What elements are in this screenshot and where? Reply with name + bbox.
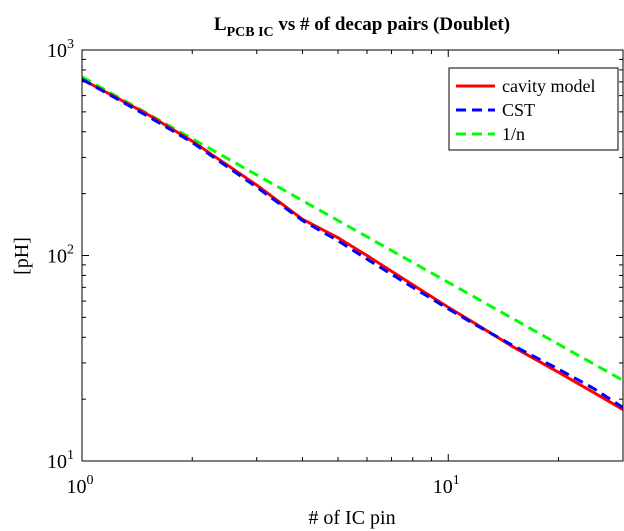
- y-tick-label-base: 10: [47, 246, 67, 268]
- legend: cavity model CST 1/n: [448, 67, 619, 151]
- y-tick-label-base: 10: [47, 40, 67, 62]
- x-tick-label-base: 10: [433, 476, 453, 498]
- y-tick-label: 101: [47, 448, 74, 473]
- legend-label: CST: [502, 100, 535, 120]
- series-layer: [82, 75, 623, 411]
- legend-label: cavity model: [502, 76, 595, 96]
- series-line-cavity-model: [82, 77, 623, 411]
- y-tick-label-base: 10: [47, 451, 67, 473]
- x-axis-label: # of IC pin: [308, 507, 395, 529]
- chart-title-suffix: vs # of decap pairs (Doublet): [274, 14, 510, 35]
- chart-title: LPCB IC vs # of decap pairs (Doublet): [214, 14, 510, 40]
- chart-title-prefix: L: [214, 14, 227, 35]
- x-tick-label-base: 10: [67, 476, 87, 498]
- chart-title-subscript: PCB IC: [227, 25, 274, 40]
- legend-label: 1/n: [502, 124, 525, 144]
- y-axis-label: [pH]: [11, 237, 33, 275]
- y-tick-label-exp: 3: [67, 37, 74, 52]
- x-tick-label: 100: [67, 473, 94, 498]
- series-line-cst: [82, 78, 623, 409]
- x-tick-label: 101: [433, 473, 460, 498]
- y-tick-label: 102: [47, 243, 74, 268]
- y-tick-label-exp: 1: [67, 448, 74, 463]
- x-tick-label-exp: 0: [87, 473, 94, 488]
- y-tick-label: 103: [47, 37, 74, 62]
- y-tick-label-exp: 2: [67, 243, 74, 258]
- x-tick-label-exp: 1: [453, 473, 460, 488]
